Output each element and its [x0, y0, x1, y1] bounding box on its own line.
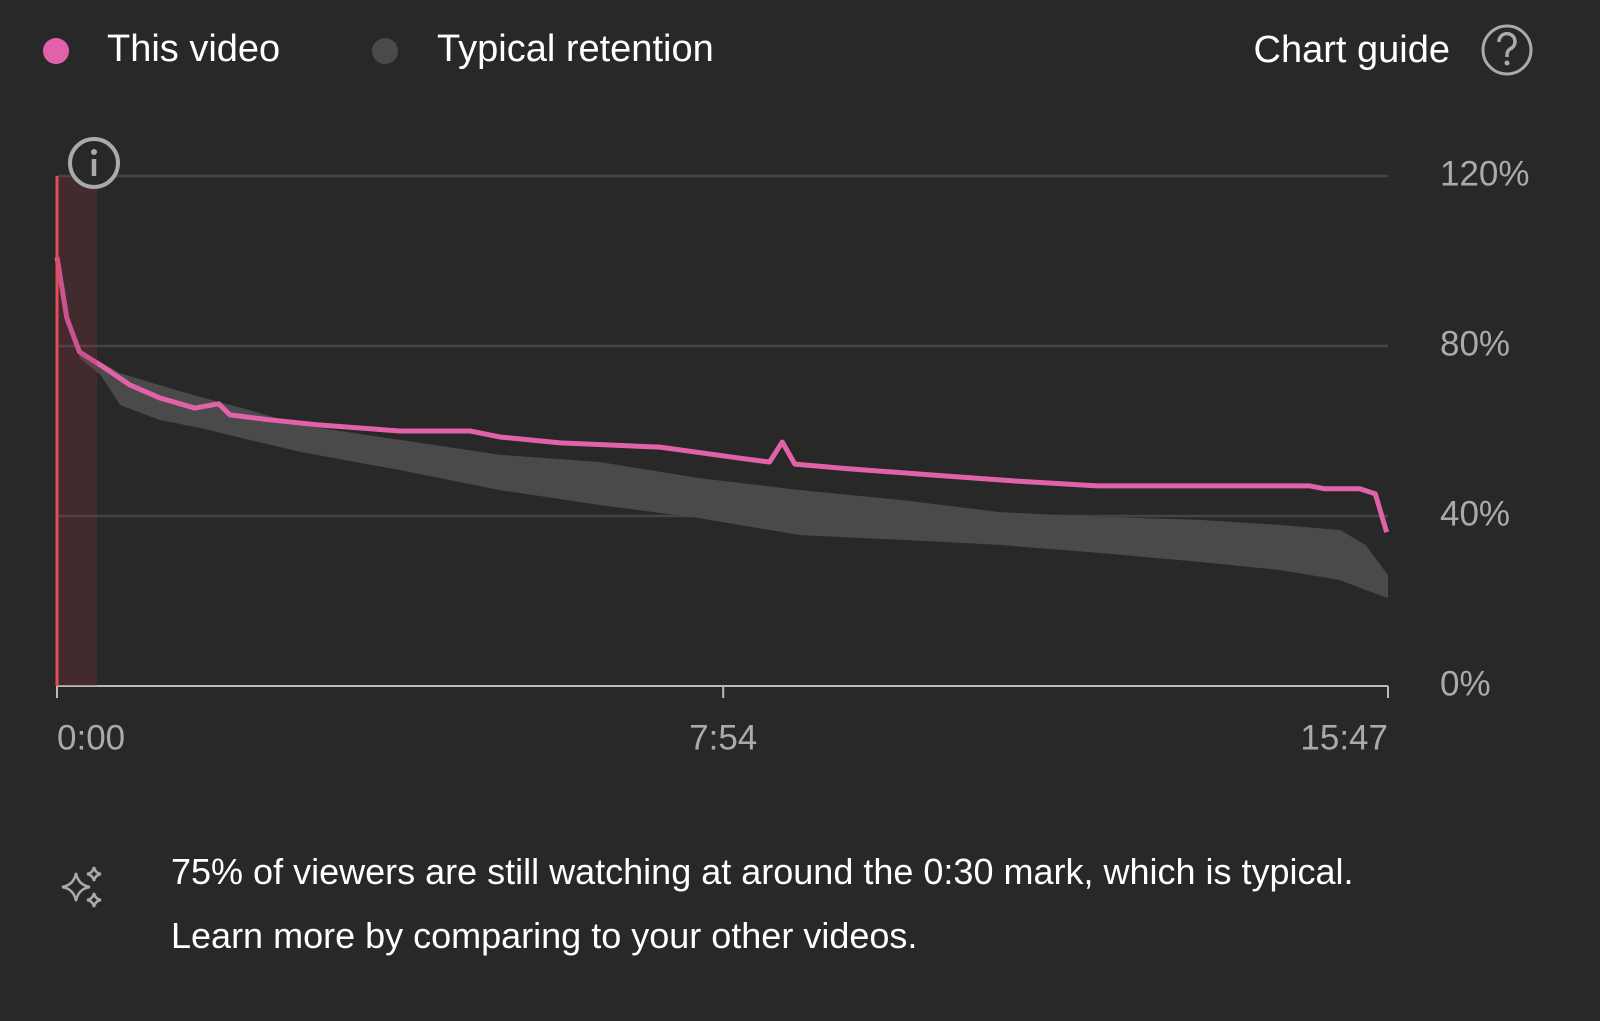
y-tick-label: 40% — [1440, 494, 1510, 533]
x-tick-label: 7:54 — [689, 718, 757, 757]
legend-label: This video — [107, 28, 280, 70]
info-icon[interactable] — [68, 137, 120, 189]
y-tick-label: 120% — [1440, 154, 1530, 193]
line — [54, 256, 1389, 533]
sparkle-icon — [61, 866, 102, 908]
legend-dot — [43, 38, 69, 64]
insight-text: 75% of viewers are still watching at aro… — [171, 851, 1354, 956]
highlight-region — [57, 176, 97, 686]
x-tick-label: 0:00 — [57, 718, 125, 757]
band-area — [79, 350, 1389, 599]
legend-label: Typical retention — [437, 28, 714, 70]
chart-guide[interactable]: Chart guide — [1254, 29, 1450, 71]
plot-area: 0% 40% 80% 120% 0:00 7:54 15:47 — [54, 154, 1530, 757]
y-tick-label: 0% — [1440, 664, 1491, 703]
legend-dot — [372, 38, 398, 64]
x-tick-label: 15:47 — [1300, 718, 1388, 757]
y-tick-label: 80% — [1440, 324, 1510, 363]
help-icon[interactable] — [1481, 24, 1533, 76]
